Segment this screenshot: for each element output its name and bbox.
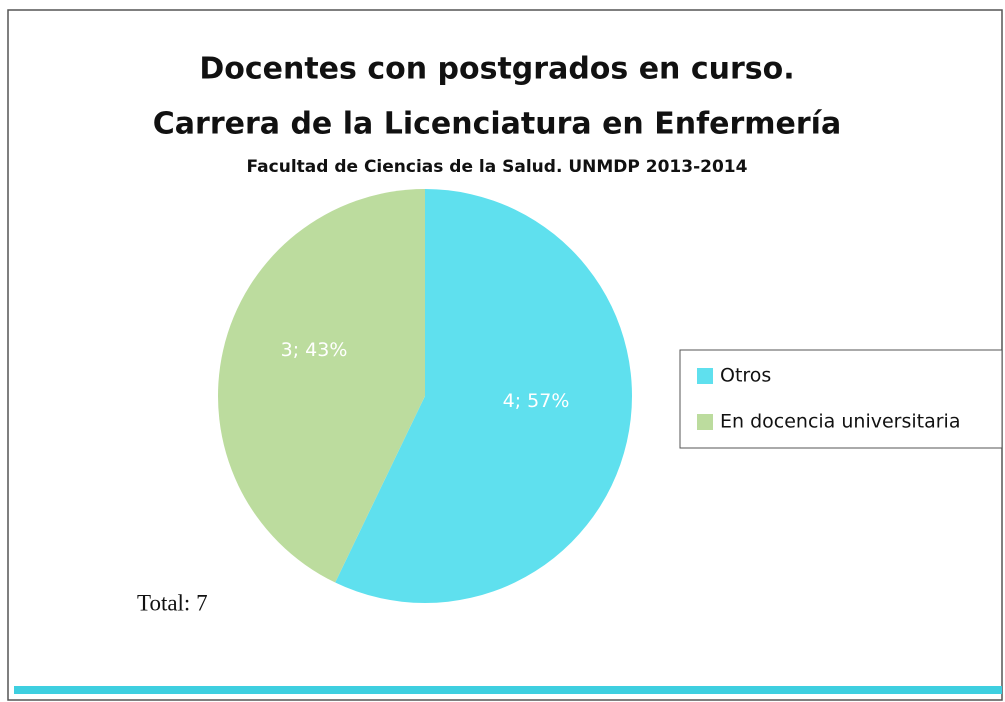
- annotation: Total: 7: [137, 590, 208, 615]
- data-label: 4; 57%: [503, 390, 570, 412]
- chart-title: Docentes con postgrados en curso.: [199, 52, 794, 87]
- bottom-bar: [14, 686, 1002, 694]
- chart-title: Carrera de la Licenciatura en Enfermería: [153, 107, 841, 142]
- pie-slice: [335, 189, 633, 604]
- legend-box: [679, 349, 1003, 449]
- legend-swatch: [697, 368, 713, 384]
- chart-subtitle: Facultad de Ciencias de la Salud. UNMDP …: [247, 157, 748, 177]
- legend-label: En docencia universitaria: [720, 411, 960, 433]
- legend-label: Otros: [720, 365, 771, 387]
- legend-swatch: [697, 414, 713, 430]
- data-label: 3; 43%: [281, 339, 348, 361]
- pie-slice: [218, 189, 425, 583]
